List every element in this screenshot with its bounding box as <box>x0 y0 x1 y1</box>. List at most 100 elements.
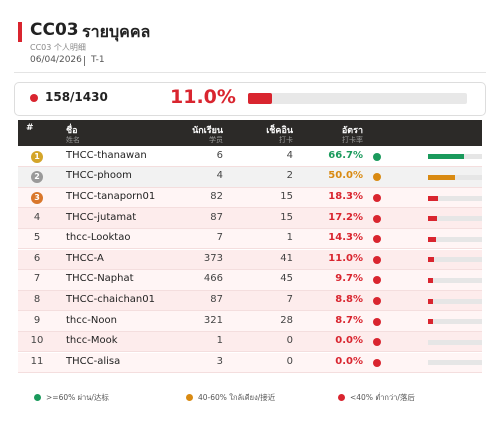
checkins: 41 <box>280 252 293 264</box>
name: THCC-thanawan <box>66 149 147 161</box>
table-row <box>18 167 482 188</box>
name: thcc-Mook <box>66 335 118 347</box>
checkins: 45 <box>280 273 293 285</box>
status-dot <box>373 358 381 367</box>
table-row <box>18 228 482 250</box>
students: 373 <box>203 252 223 264</box>
table-row <box>18 352 482 374</box>
column-subheader: 学员 <box>209 136 223 144</box>
checkins: 0 <box>286 335 293 347</box>
period: T-1 <box>91 55 105 65</box>
column-header: นักเรียน <box>192 126 223 136</box>
students: 4 <box>216 170 223 182</box>
rate-bar <box>428 236 436 242</box>
status-dot <box>373 317 381 326</box>
accent-bar <box>18 22 22 42</box>
status-dot <box>373 338 381 347</box>
table-row <box>18 331 482 353</box>
rate-track <box>428 277 482 283</box>
rate-track <box>428 360 482 366</box>
rate-track <box>428 257 482 263</box>
rank: 5 <box>33 232 41 244</box>
table-row <box>18 208 482 229</box>
rank: 8 <box>33 294 41 305</box>
rate-track <box>428 174 482 180</box>
students: 87 <box>210 211 223 223</box>
table-row <box>18 146 482 168</box>
name: thcc-Looktao <box>66 232 131 244</box>
rate: 50.0% <box>328 170 363 182</box>
rate-track <box>428 236 482 242</box>
checkins: 15 <box>280 191 293 202</box>
name: THCC-Naphat <box>66 273 134 285</box>
summary-rate: 11.0% <box>170 86 236 108</box>
checkins: 2 <box>286 170 293 182</box>
checkins: 0 <box>286 355 293 367</box>
column-subheader: 打卡率 <box>342 136 363 144</box>
students: 1 <box>216 335 223 347</box>
summary-count: 158/1430 <box>45 90 108 104</box>
rate-bar <box>428 195 438 201</box>
rate: 8.8% <box>335 294 363 305</box>
name: THCC-tanaporn01 <box>66 191 156 202</box>
rate-bar <box>428 277 434 283</box>
date: 06/04/2026 <box>30 55 82 65</box>
status-dot <box>373 276 381 285</box>
table-row <box>18 270 482 291</box>
checkins: 15 <box>280 211 293 223</box>
students: 87 <box>210 294 223 305</box>
rate-bar <box>428 298 433 304</box>
rate: 8.7% <box>335 314 363 326</box>
rate: 66.7% <box>328 149 363 161</box>
table-header <box>18 120 482 146</box>
rate: 17.2% <box>328 211 363 223</box>
rate: 14.3% <box>328 232 363 244</box>
summary-track <box>248 93 467 104</box>
legend-dot <box>338 394 345 401</box>
column-header: ชื่อ <box>66 126 78 136</box>
rate-bar <box>428 257 434 263</box>
students: 82 <box>210 191 223 202</box>
summary-dot <box>30 94 38 102</box>
status-dot <box>373 235 381 244</box>
students: 466 <box>203 273 223 285</box>
column-header: เช็คอิน <box>266 126 293 136</box>
rate: 0.0% <box>335 335 363 347</box>
rank-badge: 2 <box>31 171 43 184</box>
name: THCC-A <box>66 252 104 264</box>
rank: 9 <box>33 314 41 326</box>
rate-bar <box>428 154 465 160</box>
rate: 18.3% <box>328 191 363 202</box>
rate-track <box>428 298 482 304</box>
checkins: 1 <box>286 232 293 244</box>
table-row <box>18 290 482 312</box>
rate-track <box>428 339 482 345</box>
legend-dot <box>186 394 193 401</box>
rate-bar <box>428 216 438 222</box>
checkins: 4 <box>286 149 293 161</box>
rank: 7 <box>33 273 41 285</box>
legend-label: 40-60% ใกล้เคียง/接近 <box>198 393 276 402</box>
title: CC03 <box>30 20 79 40</box>
legend-label: >=60% ผ่าน/达标 <box>46 393 109 402</box>
rank-badge: 1 <box>31 150 43 163</box>
rank: 10 <box>30 335 44 347</box>
table-row <box>18 187 482 209</box>
rate-track <box>428 216 482 222</box>
name: THCC-alisa <box>66 355 121 367</box>
rate-track <box>428 195 482 201</box>
status-dot <box>373 194 381 202</box>
rank-badge: 3 <box>31 192 43 204</box>
summary-card <box>14 82 486 116</box>
status-dot <box>373 173 381 182</box>
rank: 11 <box>30 355 44 367</box>
column-header: อัตรา <box>341 126 363 136</box>
rank: 6 <box>33 252 41 264</box>
rate-bar <box>428 174 455 180</box>
status-dot <box>373 152 381 161</box>
rate: 11.0% <box>328 252 363 264</box>
column-subheader: 打卡 <box>279 136 293 144</box>
separator <box>84 56 85 66</box>
table-row <box>18 311 482 332</box>
